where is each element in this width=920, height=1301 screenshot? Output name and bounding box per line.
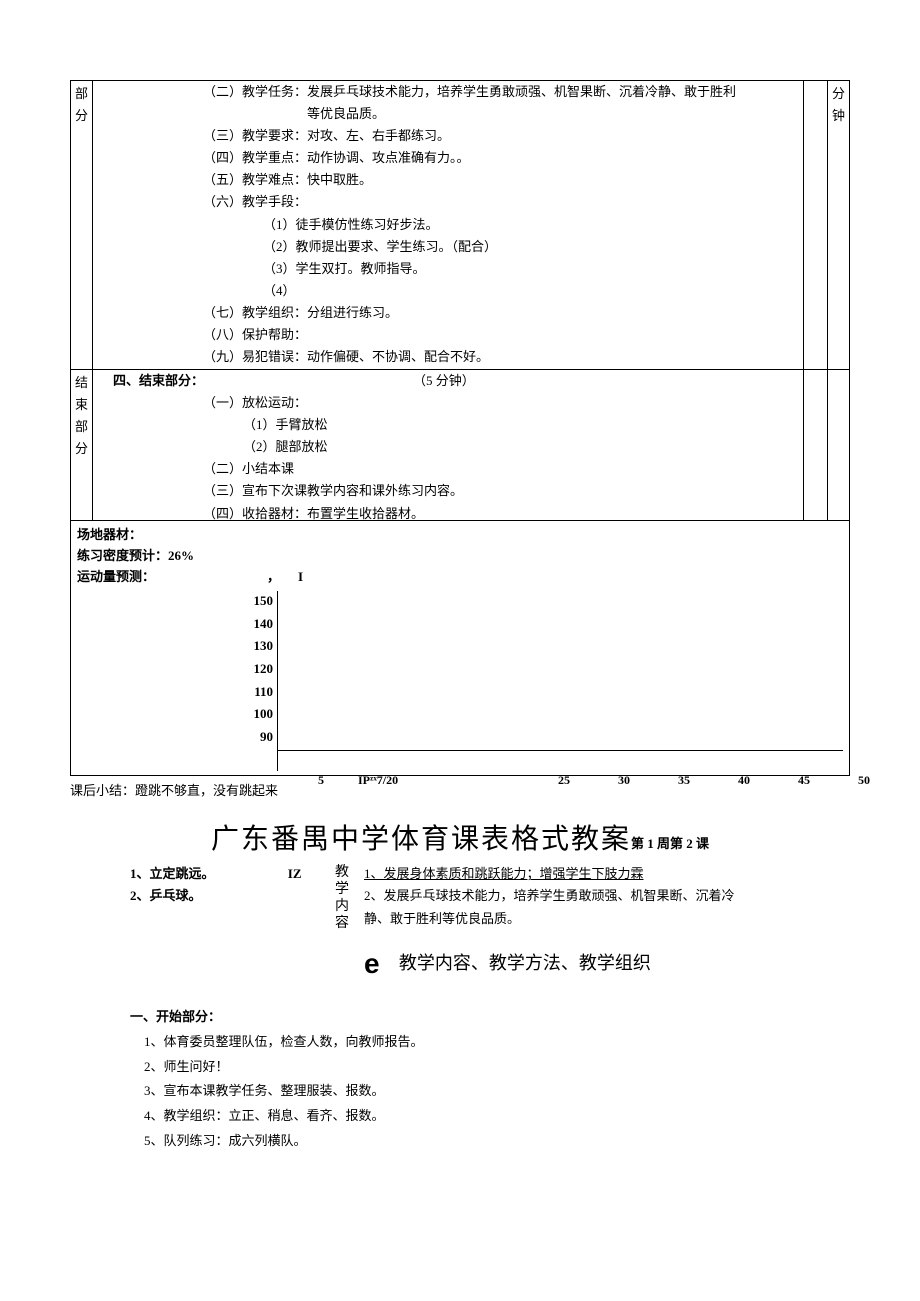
header2-left: 1、立定跳远。 IZ 2、乒乓球。 <box>70 863 330 987</box>
chart-x-axis-line <box>278 750 843 751</box>
footer-comma: ， <box>267 567 280 588</box>
lesson-plan-table: 部分 （二）教学任务：发展乒乓球技术能力，培养学生勇敢顽强、机智果断、沉着冷静、… <box>70 80 850 521</box>
s2-line: （四）收拾器材：布置学生收拾器材。 <box>93 503 803 520</box>
s2-line: （1）手臂放松 <box>93 414 803 436</box>
s2-line: （二）小结本课 <box>93 458 803 480</box>
title2-sub: 第 1 周第 2 课 <box>631 836 709 851</box>
xtick: 45 <box>798 771 810 790</box>
blank-col <box>804 370 828 521</box>
header2-right: 1、发展身体素质和跳跃能力；增强学生下肢力霖 2、发展乒乓球技术能力，培养学生勇… <box>354 863 850 987</box>
section-label-jieshu: 结束部分 <box>71 370 93 521</box>
l2-item: 1、体育委员整理队伍，检查人数，向教师报告。 <box>130 1030 850 1055</box>
section-heading-text: 教学内容、教学方法、教学组织 <box>399 953 651 973</box>
s2-title-right: （5 分钟） <box>413 370 475 392</box>
l2-item: 4、教学组织：立正、稍息、看齐、报数。 <box>130 1104 850 1129</box>
s2-line: （一）放松运动： <box>93 392 803 414</box>
s1-line: （1）徒手模仿性练习好步法。 <box>93 214 803 236</box>
h2-left1b: IZ <box>288 866 302 881</box>
h2-left2: 2、乒乓球。 <box>130 885 330 907</box>
s1-line: （八）保护帮助： <box>93 324 803 346</box>
s1-line: 等优良品质。 <box>93 103 803 125</box>
xtick: 30 <box>618 771 630 790</box>
ytick: 110 <box>254 682 277 703</box>
title2-main: 广东番禺中学体育课表格式教案 <box>211 824 631 855</box>
xtick: 40 <box>738 771 750 790</box>
xtick: 5 <box>318 771 324 790</box>
s1-line: （九）易犯错误：动作偏硬、不协调、配合不好。 <box>93 346 803 368</box>
footer-l1: 场地器材： <box>77 525 843 546</box>
s2-line: （三）宣布下次课教学内容和课外练习内容。 <box>93 480 803 502</box>
section-label-fenzhong: 分钟 <box>828 81 850 370</box>
s1-line: （四）教学重点：动作协调、攻点准确有力。。 <box>93 147 803 169</box>
s2-line: （2）腿部放松 <box>93 436 803 458</box>
post-lesson-summary: 课后小结：蹬跳不够直，没有跳起来 <box>70 776 850 809</box>
xtick: IPᶻˣ7/20 <box>358 771 398 790</box>
footer-bar: I <box>298 567 303 588</box>
lesson2-title: 广东番禺中学体育课表格式教案第 1 周第 2 课 <box>70 817 850 857</box>
s2-title-left: 四、结束部分： <box>93 370 413 392</box>
s1-line: （三）教学要求：对攻、左、右手都练习。 <box>93 125 803 147</box>
ytick: 120 <box>254 659 278 680</box>
exercise-chart: 150 140 130 120 110 100 90 5IPᶻˣ7/202530… <box>77 591 843 771</box>
ytick: 100 <box>254 704 278 725</box>
big-e-icon: e <box>364 940 380 988</box>
lesson2-start-section: 一、开始部分： 1、体育委员整理队伍，检查人数，向教师报告。 2、师生问好！ 3… <box>70 1005 850 1153</box>
ytick: 150 <box>254 591 278 612</box>
s1-line: （五）教学难点：快中取胜。 <box>93 169 803 191</box>
footer-l2: 练习密度预计：26% <box>77 546 843 567</box>
xtick: 25 <box>558 771 570 790</box>
blank-col <box>804 81 828 370</box>
s1-line: （六）教学手段： <box>93 191 803 213</box>
section1-content: （二）教学任务：发展乒乓球技术能力，培养学生勇敢顽强、机智果断、沉着冷静、敢于胜… <box>93 81 804 370</box>
s1-line: （2）教师提出要求、学生练习。（配合） <box>93 236 803 258</box>
lesson2-start-head: 一、开始部分： <box>130 1005 850 1030</box>
xtick: 50 <box>858 771 870 790</box>
blank-col <box>828 370 850 521</box>
s1-line: （二）教学任务：发展乒乓球技术能力，培养学生勇敢顽强、机智果断、沉着冷静、敢于胜… <box>93 81 803 103</box>
lesson2-header: 1、立定跳远。 IZ 2、乒乓球。 教学内容 1、发展身体素质和跳跃能力；增强学… <box>70 863 850 987</box>
footer-l3: 运动量预测： <box>77 567 267 588</box>
s1-line: （3）学生双打。教师指导。 <box>93 258 803 280</box>
l2-item: 3、宣布本课教学任务、整理服装、报数。 <box>130 1079 850 1104</box>
h2-left1: 1、立定跳远。 <box>130 866 215 881</box>
s1-line: （4） <box>93 280 803 302</box>
ytick: 130 <box>254 636 278 657</box>
section-label-bufen: 部分 <box>71 81 93 370</box>
ytick: 140 <box>254 614 278 635</box>
footer-block: 场地器材： 练习密度预计：26% 运动量预测： ， I 150 140 130 … <box>70 521 850 776</box>
l2-item: 5、队列练习：成六列横队。 <box>130 1129 850 1154</box>
section2-content: 四、结束部分： （5 分钟） （一）放松运动： （1）手臂放松 （2）腿部放松 … <box>93 370 804 521</box>
l2-item: 2、师生问好！ <box>130 1055 850 1080</box>
s1-line: （七）教学组织：分组进行练习。 <box>93 302 803 324</box>
header2-midlabel: 教学内容 <box>330 863 354 987</box>
chart-plot-area: 5IPᶻˣ7/20253035404550 <box>277 591 843 771</box>
h2-r2: 2、发展乒乓球技术能力，培养学生勇敢顽强、机智果断、沉着冷 <box>364 885 850 907</box>
h2-r3: 静、敢于胜利等优良品质。 <box>364 908 850 930</box>
chart-y-axis: 150 140 130 120 110 100 90 <box>77 591 277 771</box>
xtick: 35 <box>678 771 690 790</box>
ytick: 90 <box>260 727 277 748</box>
h2-r1: 1、发展身体素质和跳跃能力；增强学生下肢力霖 <box>364 863 850 885</box>
